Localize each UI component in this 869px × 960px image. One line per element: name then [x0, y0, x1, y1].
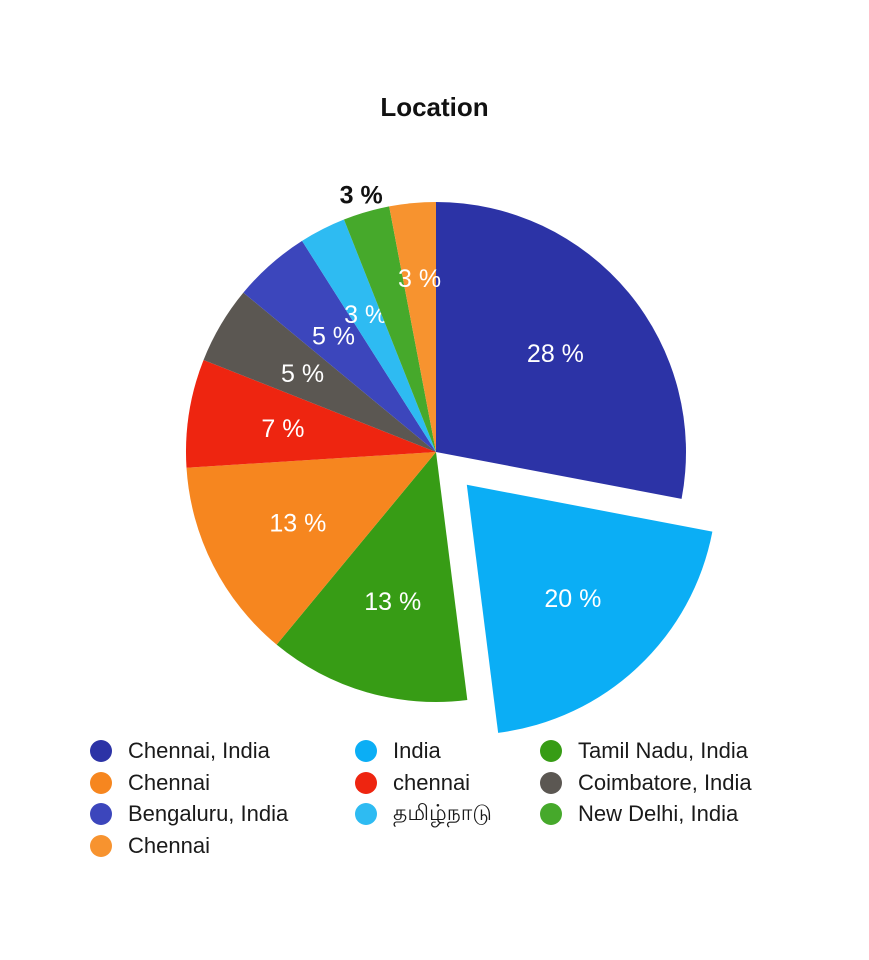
pie-slice-1 [436, 202, 686, 499]
pie-slice-2 [466, 484, 713, 733]
legend-label: Tamil Nadu, India [578, 738, 748, 763]
legend-dot [355, 803, 377, 825]
legend-label: New Delhi, India [578, 801, 739, 826]
legend-item-5: chennai [355, 768, 470, 798]
legend-item-9: New Delhi, India [540, 799, 738, 829]
pie-slice-7 [243, 240, 436, 452]
legend-item-4: Chennai [90, 768, 210, 798]
legend-item-2: India [355, 736, 441, 766]
pie-slice-6 [203, 292, 436, 452]
legend-dot [540, 771, 562, 794]
legend-dot [540, 740, 562, 762]
legend-label: தமிழ்நாடு [393, 799, 492, 825]
legend-item-10: Chennai [90, 831, 210, 861]
slice-label-2: 20 % [544, 585, 601, 613]
legend-dot [90, 834, 112, 857]
legend-item-3: Tamil Nadu, India [540, 736, 748, 766]
legend-label: Chennai, India [128, 738, 270, 763]
legend-item-8: தமிழ்நாடு [355, 799, 492, 829]
legend-dot [355, 740, 377, 762]
pie-slice-4 [186, 452, 436, 645]
legend-item-6: Coimbatore, India [540, 768, 752, 798]
slice-label-6: 5 % [281, 360, 324, 388]
legend-dot [540, 803, 562, 825]
pie-slice-8 [302, 219, 436, 452]
legend-label: Coimbatore, India [578, 769, 752, 795]
legend-label: Chennai [128, 769, 210, 795]
chart-title: Location [380, 92, 489, 122]
legend-dot [90, 803, 112, 825]
pie-slice-9 [343, 206, 436, 452]
slice-label-3: 13 % [364, 588, 421, 616]
legend-item-1: Chennai, India [90, 736, 270, 766]
pie-slice-5 [186, 359, 436, 468]
slice-label-7: 5 % [312, 323, 355, 351]
legend-dot [355, 771, 377, 794]
slice-label-4: 13 % [269, 509, 326, 537]
legend-label: Chennai [128, 832, 210, 858]
pie-slice-10 [389, 202, 436, 452]
pie-slice-3 [276, 452, 468, 702]
legend-dot [90, 740, 112, 762]
legend-label: chennai [393, 769, 471, 795]
slice-label-9: 3 % [340, 182, 383, 210]
legend-label: India [393, 738, 441, 763]
slice-label-10: 3 % [398, 265, 441, 293]
slice-label-5: 7 % [261, 415, 304, 443]
pie-chart: 28 %20 %13 %13 %7 %5 %5 %3 %3 %3 % [186, 182, 713, 733]
legend-dot [90, 771, 112, 794]
legend-label: Bengaluru, India [128, 801, 289, 826]
slice-label-1: 28 % [527, 340, 584, 368]
legend-item-7: Bengaluru, India [90, 799, 288, 829]
